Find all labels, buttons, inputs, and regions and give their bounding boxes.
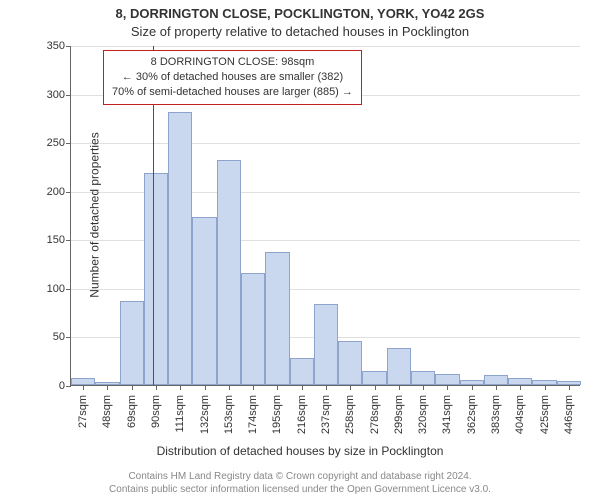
ytick-label: 150	[47, 234, 65, 246]
chart-title-line2: Size of property relative to detached ho…	[0, 24, 600, 39]
xtick-mark	[156, 385, 157, 390]
histogram-bar	[217, 160, 241, 385]
xtick-label: 27sqm	[77, 395, 89, 428]
xtick-mark	[423, 385, 424, 390]
xtick-mark	[229, 385, 230, 390]
xtick-mark	[472, 385, 473, 390]
histogram-bar	[71, 378, 95, 385]
ytick-label: 300	[47, 89, 65, 101]
ytick-mark	[66, 289, 71, 290]
xtick-mark	[205, 385, 206, 390]
xtick-mark	[132, 385, 133, 390]
gridline	[71, 46, 580, 47]
xtick-mark	[399, 385, 400, 390]
y-axis-label: Number of detached properties	[88, 132, 102, 297]
xtick-mark	[375, 385, 376, 390]
xtick-label: 216sqm	[296, 395, 308, 434]
ytick-mark	[66, 95, 71, 96]
xtick-mark	[545, 385, 546, 390]
chart-container: 8, DORRINGTON CLOSE, POCKLINGTON, YORK, …	[0, 0, 600, 500]
plot-area: 05010015020025030035027sqm48sqm69sqm90sq…	[70, 46, 580, 386]
ytick-label: 200	[47, 186, 65, 198]
xtick-mark	[83, 385, 84, 390]
xtick-mark	[107, 385, 108, 390]
xtick-mark	[180, 385, 181, 390]
ytick-mark	[66, 46, 71, 47]
annotation-line: ← 30% of detached houses are smaller (38…	[112, 70, 353, 85]
histogram-bar	[168, 112, 192, 385]
xtick-label: 258sqm	[344, 395, 356, 434]
attribution-text: Contains HM Land Registry data © Crown c…	[0, 470, 600, 496]
ytick-mark	[66, 143, 71, 144]
ytick-label: 0	[59, 380, 65, 392]
xtick-label: 446sqm	[563, 395, 575, 434]
xtick-label: 69sqm	[126, 395, 138, 428]
x-axis-label: Distribution of detached houses by size …	[0, 444, 600, 458]
histogram-bar	[484, 375, 508, 385]
xtick-label: 383sqm	[490, 395, 502, 434]
annotation-box: 8 DORRINGTON CLOSE: 98sqm← 30% of detach…	[103, 50, 362, 105]
xtick-label: 153sqm	[223, 395, 235, 434]
histogram-bar	[508, 378, 532, 385]
xtick-label: 174sqm	[247, 395, 259, 434]
histogram-bar	[387, 348, 411, 385]
xtick-mark	[326, 385, 327, 390]
ytick-mark	[66, 192, 71, 193]
xtick-mark	[302, 385, 303, 390]
xtick-label: 48sqm	[101, 395, 113, 428]
xtick-label: 425sqm	[539, 395, 551, 434]
ytick-mark	[66, 337, 71, 338]
xtick-mark	[447, 385, 448, 390]
xtick-mark	[569, 385, 570, 390]
xtick-label: 278sqm	[369, 395, 381, 434]
ytick-mark	[66, 386, 71, 387]
histogram-bar	[435, 374, 459, 385]
xtick-label: 341sqm	[441, 395, 453, 434]
annotation-line: 70% of semi-detached houses are larger (…	[112, 85, 353, 100]
ytick-label: 250	[47, 137, 65, 149]
histogram-bar	[192, 217, 216, 385]
histogram-bar	[144, 173, 168, 385]
xtick-mark	[350, 385, 351, 390]
histogram-bar	[120, 301, 144, 385]
xtick-mark	[520, 385, 521, 390]
xtick-label: 132sqm	[199, 395, 211, 434]
xtick-label: 237sqm	[320, 395, 332, 434]
attribution-line1: Contains HM Land Registry data © Crown c…	[0, 470, 600, 483]
ytick-label: 50	[53, 331, 65, 343]
xtick-label: 299sqm	[393, 395, 405, 434]
histogram-bar	[241, 273, 265, 385]
xtick-mark	[277, 385, 278, 390]
ytick-label: 350	[47, 40, 65, 52]
gridline	[71, 143, 580, 144]
histogram-bar	[314, 304, 338, 385]
annotation-line: 8 DORRINGTON CLOSE: 98sqm	[112, 55, 353, 70]
ytick-label: 100	[47, 283, 65, 295]
ytick-mark	[66, 240, 71, 241]
xtick-mark	[253, 385, 254, 390]
chart-title-line1: 8, DORRINGTON CLOSE, POCKLINGTON, YORK, …	[0, 6, 600, 21]
xtick-label: 320sqm	[417, 395, 429, 434]
histogram-bar	[290, 358, 314, 385]
attribution-line2: Contains public sector information licen…	[0, 483, 600, 496]
xtick-label: 404sqm	[514, 395, 526, 434]
histogram-bar	[338, 341, 362, 385]
histogram-bar	[265, 252, 289, 385]
xtick-label: 362sqm	[466, 395, 478, 434]
histogram-bar	[411, 371, 435, 385]
xtick-label: 195sqm	[271, 395, 283, 434]
xtick-mark	[496, 385, 497, 390]
xtick-label: 111sqm	[174, 395, 186, 433]
histogram-bar	[362, 371, 386, 385]
xtick-label: 90sqm	[150, 395, 162, 428]
